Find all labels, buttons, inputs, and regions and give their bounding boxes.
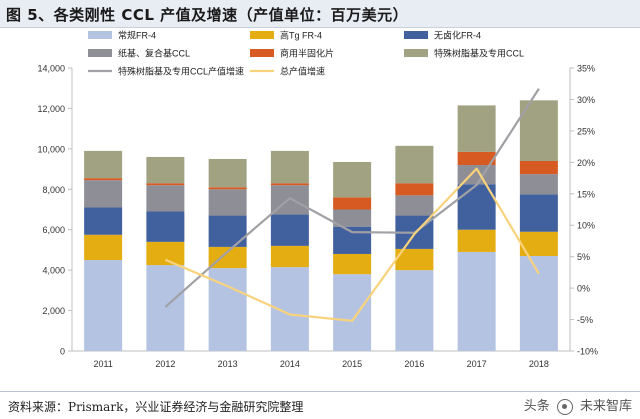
watermark-name: 未来智库 [579, 399, 632, 414]
legend-label: 商用半固化片 [280, 48, 334, 59]
bar-segment [333, 253, 372, 275]
bar-segment [519, 174, 558, 195]
legend-swatch [250, 31, 274, 39]
legend-label: 特殊树脂基及专用CCL [434, 48, 524, 59]
bar-segment [208, 158, 247, 188]
bar-segment [208, 246, 247, 269]
bar-segment [270, 150, 309, 184]
y-tick-label: 4,000 [42, 266, 65, 276]
tick-labels: 0 2,000 4,000 6,000 8,000 10,000 12,000 14,000 -… [37, 64, 598, 370]
y2-tick-label: 20% [577, 158, 595, 168]
bar-segment [395, 183, 434, 196]
y2-tick-label: 35% [577, 64, 595, 74]
legend-label: 纸基、复合基CCL [118, 48, 190, 59]
legend-label: 特殊树脂基及专用CCL产值增速 [118, 66, 244, 77]
y-tick-label: 8,000 [42, 185, 65, 195]
legend-label: 常规FR-4 [118, 30, 156, 41]
bar-segment [208, 215, 247, 247]
ccl-output-chart: 常规FR-4 高Tg FR-4 无卤化FR-4纸基、复合基CCL 商用半固化片 特殊树脂… [37, 30, 598, 370]
y-tick-label: 12,000 [37, 104, 65, 114]
bar-segment [208, 187, 247, 190]
bar-segment [395, 195, 434, 216]
bar-segment [84, 178, 123, 181]
bar-segment [395, 270, 434, 351]
growth-line [164, 88, 540, 308]
bar-segment [146, 185, 185, 212]
bar-segment [84, 180, 123, 208]
legend-label: 总产值增速 [280, 66, 325, 77]
y-tick-label: 6,000 [42, 225, 65, 235]
bar-segment [270, 183, 309, 186]
watermark-prefix: 头条 [523, 399, 550, 414]
bar-segment [457, 251, 496, 351]
bar-segment [333, 209, 372, 227]
y-tick-label: 0 [60, 347, 65, 357]
y-tick-label: 2,000 [42, 306, 65, 316]
bar-segment [84, 234, 123, 261]
x-tick-label: 2018 [529, 359, 549, 369]
y2-tick-label: 10% [577, 221, 595, 231]
bar-segment [146, 211, 185, 242]
bar-segment [457, 229, 496, 252]
bar-segment [146, 183, 185, 186]
bar-segment [519, 100, 558, 161]
bar-segment [146, 241, 185, 266]
y-tick-label: 14,000 [37, 64, 65, 74]
source-note: 资料来源：Prismark，兴业证券经济与金融研究院整理 [8, 400, 304, 414]
bar-series [84, 100, 558, 351]
y2-tick-label: 25% [577, 126, 595, 136]
bar-segment [333, 161, 372, 198]
x-tick-label: 2011 [93, 359, 112, 369]
legend-swatch [404, 49, 428, 57]
bar-segment [146, 156, 185, 184]
bar-segment [208, 189, 247, 216]
y2-tick-label: 15% [577, 189, 595, 199]
x-tick-label: 2017 [467, 359, 487, 369]
legend-swatch [88, 49, 112, 57]
bar-segment [519, 160, 558, 175]
bar-segment [457, 151, 496, 166]
bar-segment [270, 214, 309, 246]
bar-segment [333, 197, 372, 210]
watermark: 头条 未来智库 [524, 395, 632, 415]
x-tick-label: 2013 [218, 359, 238, 369]
y2-tick-label: 0% [577, 284, 590, 294]
bar-segment [457, 105, 496, 152]
bar-segment [395, 145, 434, 184]
legend-swatch [88, 31, 112, 39]
plot-axes [68, 67, 574, 352]
bar-segment [333, 226, 372, 254]
x-tick-label: 2012 [155, 359, 175, 369]
bar-segment [146, 265, 185, 351]
legend-swatch [404, 31, 428, 39]
figure-title: 图 5、各类刚性 CCL 产值及增速（产值单位：百万美元） [6, 6, 409, 24]
y2-tick-label: 30% [577, 95, 595, 105]
x-tick-label: 2015 [342, 359, 362, 369]
bar-segment [333, 274, 372, 351]
bar-segment [84, 207, 123, 235]
legend-label: 高Tg FR-4 [280, 30, 322, 41]
y2-tick-label: -5% [577, 315, 593, 325]
y2-tick-label: -10% [577, 347, 598, 357]
bar-segment [519, 255, 558, 351]
bar-segment [84, 260, 123, 351]
bar-segment [84, 150, 123, 179]
growth-line [164, 167, 540, 322]
line-series [164, 88, 540, 322]
y2-tick-label: 5% [577, 252, 590, 262]
bar-segment [519, 194, 558, 232]
bar-segment [270, 245, 309, 268]
x-tick-label: 2014 [280, 359, 300, 369]
source-bar: 资料来源：Prismark，兴业证券经济与金融研究院整理 头条 未来智库 [0, 391, 640, 419]
legend-label: 无卤化FR-4 [434, 30, 481, 41]
y-tick-label: 10,000 [37, 144, 65, 154]
legend-swatch [250, 49, 274, 57]
legend: 常规FR-4 高Tg FR-4 无卤化FR-4纸基、复合基CCL 商用半固化片 特殊树脂… [88, 30, 524, 77]
watermark-logo-icon [556, 398, 573, 415]
figure-title-bar: 图 5、各类刚性 CCL 产值及增速（产值单位：百万美元） [0, 0, 640, 28]
x-tick-label: 2016 [404, 359, 424, 369]
bar-segment [395, 248, 434, 271]
